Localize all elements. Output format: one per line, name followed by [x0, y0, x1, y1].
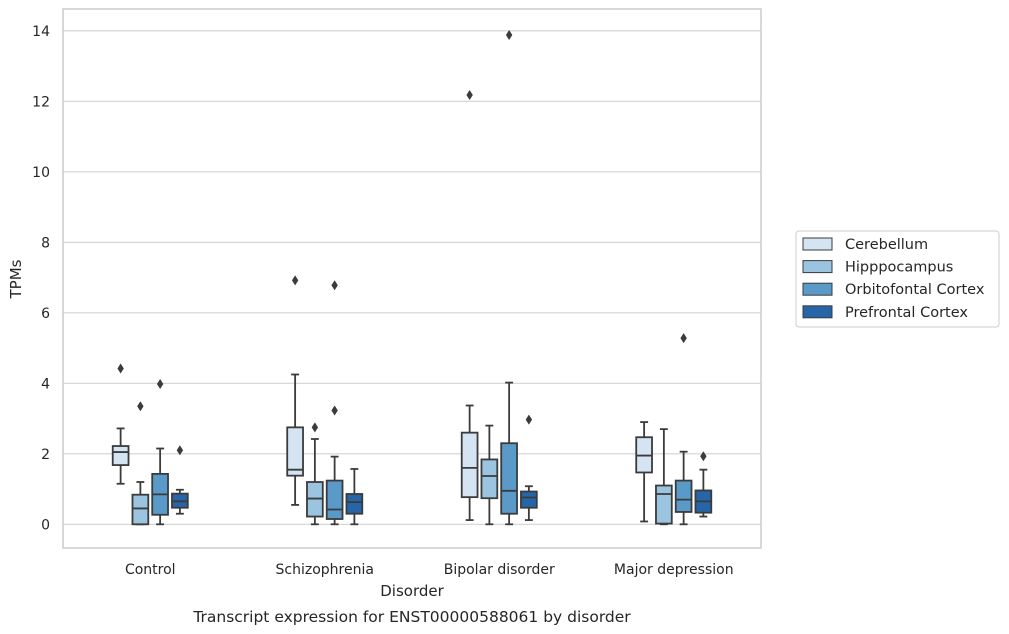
- x-tick-label: Bipolar disorder: [444, 562, 555, 578]
- outlier-point: [176, 445, 184, 456]
- y-tick-label: 14: [32, 24, 50, 40]
- box-group: [111, 363, 189, 526]
- box: [500, 442, 518, 515]
- legend-swatch: [802, 260, 833, 274]
- box-group: [635, 333, 713, 526]
- outlier-point: [291, 275, 299, 286]
- outlier-point: [505, 30, 513, 41]
- legend-swatch: [802, 282, 833, 296]
- legend-label: Prefrontal Cortex: [845, 305, 968, 321]
- x-axis-label: Disorder: [380, 582, 444, 600]
- box: [460, 431, 479, 499]
- chart-caption: Transcript expression for ENST0000058806…: [192, 608, 631, 626]
- outlier-point: [311, 422, 319, 433]
- box: [286, 426, 304, 477]
- y-tick-labels: 0 2 4 6 8 10 12 14: [32, 24, 50, 533]
- box-group: [460, 30, 538, 526]
- plot-frame: [62, 8, 762, 549]
- outlier-point: [331, 280, 338, 291]
- legend-label: Hipppocampus: [845, 260, 953, 276]
- x-tick-labels: Control Schizophrenia Bipolar disorder Majo…: [125, 562, 734, 578]
- y-tick-label: 6: [41, 306, 50, 322]
- legend: Cerebellum Hipppocampus Orbitofontal Corte…: [795, 230, 1000, 328]
- y-axis-label: TPMs: [7, 259, 25, 299]
- legend-label: Cerebellum: [845, 237, 928, 253]
- box: [111, 445, 130, 466]
- box: [131, 493, 150, 526]
- box-groups: [111, 30, 713, 526]
- x-tick-label: Major depression: [614, 562, 734, 578]
- outlier-point: [680, 333, 687, 344]
- outlier-point: [331, 405, 338, 416]
- outlier-point: [137, 401, 144, 412]
- y-tick-label: 2: [41, 447, 50, 463]
- legend-swatch: [802, 305, 833, 319]
- box: [674, 479, 693, 513]
- outlier-point: [156, 379, 164, 390]
- y-tick-label: 8: [41, 235, 50, 251]
- y-tick-label: 10: [32, 165, 50, 181]
- y-tick-label: 4: [41, 376, 50, 392]
- x-tick-label: Control: [125, 562, 176, 578]
- legend-frame: [795, 230, 1000, 328]
- box: [325, 479, 344, 520]
- box: [520, 490, 538, 509]
- outlier-point: [700, 451, 707, 462]
- y-tick-label: 0: [41, 517, 50, 533]
- box-group: [286, 275, 364, 526]
- legend-swatch: [802, 237, 833, 251]
- x-tick-label: Schizophrenia: [276, 562, 374, 578]
- outlier-point: [525, 414, 533, 425]
- gridlines: [63, 30, 761, 525]
- box: [345, 493, 364, 515]
- outlier-point: [466, 89, 473, 100]
- outlier-point: [117, 363, 124, 374]
- box: [655, 484, 673, 525]
- box: [480, 458, 499, 500]
- y-tick-label: 12: [32, 94, 50, 110]
- legend-label: Orbitofontal Cortex: [845, 282, 985, 298]
